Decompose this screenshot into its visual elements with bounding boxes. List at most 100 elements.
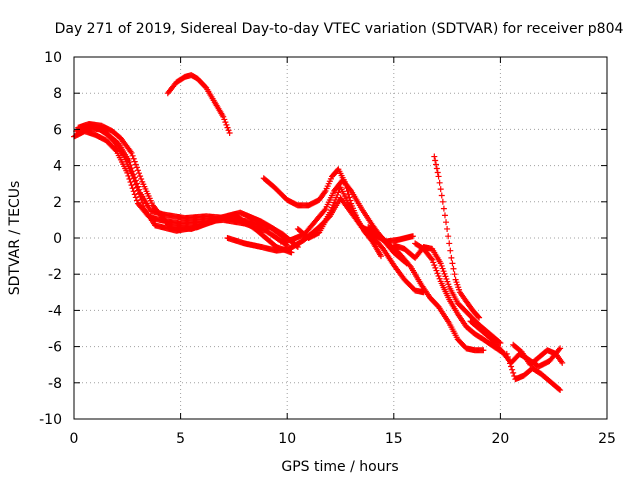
data-marker xyxy=(131,158,138,165)
data-marker xyxy=(449,260,456,267)
data-marker xyxy=(431,262,438,269)
series-arc-15 xyxy=(503,350,564,394)
y-axis-ticks: -10 -8 -6 -4 -2 0 2 4 6 8 10 xyxy=(39,50,607,428)
data-marker xyxy=(432,264,439,271)
data-marker xyxy=(434,270,441,277)
series-arc-16 xyxy=(510,341,566,368)
data-marker xyxy=(129,185,136,192)
data-marker xyxy=(435,273,442,280)
data-marker xyxy=(137,173,144,180)
data-marker xyxy=(497,339,504,346)
y-tick-label: 10 xyxy=(44,50,62,66)
data-marker xyxy=(504,354,511,361)
data-marker xyxy=(556,386,563,393)
y-tick-label: 0 xyxy=(53,231,62,247)
data-marker xyxy=(128,149,135,156)
data-marker xyxy=(446,240,453,247)
y-tick-label: 8 xyxy=(53,86,62,102)
data-marker xyxy=(132,194,139,201)
y-tick-label: -10 xyxy=(39,412,62,428)
data-marker xyxy=(138,196,145,203)
data-marker xyxy=(476,314,483,321)
data-marker xyxy=(130,155,137,162)
data-marker xyxy=(441,270,448,277)
data-marker xyxy=(445,233,452,240)
data-marker xyxy=(556,346,563,353)
data-marker xyxy=(124,169,131,176)
data-marker xyxy=(131,178,138,185)
data-marker xyxy=(506,360,513,367)
data-marker xyxy=(433,267,440,274)
x-tick-label: 20 xyxy=(491,431,509,447)
data-marker xyxy=(445,281,452,288)
data-marker xyxy=(503,350,510,357)
data-marker xyxy=(220,113,227,120)
data-marker xyxy=(226,130,233,137)
y-tick-label: -8 xyxy=(48,376,62,392)
data-marker xyxy=(441,212,448,219)
data-marker xyxy=(130,188,137,195)
data-marker xyxy=(133,164,140,171)
data-marker xyxy=(443,276,450,283)
y-axis-label: SDTVAR / TECUs xyxy=(7,181,23,296)
x-tick-label: 0 xyxy=(70,431,79,447)
data-marker xyxy=(138,175,145,182)
data-marker xyxy=(133,197,140,204)
data-marker xyxy=(444,225,451,232)
data-marker xyxy=(438,192,445,199)
x-axis-label: GPS time / hours xyxy=(281,459,398,475)
data-marker xyxy=(557,345,564,352)
series-arc-4 xyxy=(77,122,301,251)
data-marker xyxy=(140,202,147,209)
data-marker xyxy=(444,278,451,285)
data-marker xyxy=(128,182,135,189)
y-tick-label: -4 xyxy=(48,303,62,319)
data-marker xyxy=(129,152,136,159)
data-marker xyxy=(130,175,137,182)
data-marker xyxy=(133,184,140,191)
data-marker xyxy=(509,366,516,373)
data-marker xyxy=(435,173,442,180)
data-marker xyxy=(434,169,441,176)
data-marker xyxy=(139,199,146,206)
data-marker xyxy=(480,347,487,354)
data-marker xyxy=(321,207,328,214)
data-marker xyxy=(223,121,230,128)
series-arc-13 xyxy=(431,153,483,321)
data-marker xyxy=(508,363,515,370)
data-marker xyxy=(433,165,440,172)
data-marker xyxy=(440,268,447,275)
data-marker xyxy=(221,116,228,123)
series-arc-10 xyxy=(365,224,487,354)
data-marker xyxy=(132,161,139,168)
data-marker xyxy=(134,167,141,174)
data-marker xyxy=(131,191,138,198)
x-tick-label: 15 xyxy=(385,431,403,447)
data-marker xyxy=(224,124,231,131)
data-marker xyxy=(437,186,444,193)
data-marker xyxy=(321,189,328,196)
data-marker xyxy=(451,271,458,278)
data-marker xyxy=(439,265,446,272)
data-marker xyxy=(437,260,444,267)
data-marker xyxy=(347,186,354,193)
data-marker xyxy=(438,262,445,269)
data-marker xyxy=(439,198,446,205)
chart-title: Day 271 of 2019, Sidereal Day-to-day VTE… xyxy=(55,21,624,37)
data-marker xyxy=(429,256,436,263)
data-marker xyxy=(136,190,143,197)
data-marker xyxy=(428,255,435,262)
data-marker xyxy=(126,175,133,182)
data-marker xyxy=(136,170,143,177)
data-marker xyxy=(450,265,457,272)
data-marker xyxy=(557,387,564,394)
series-arc-5 xyxy=(164,72,233,137)
series-arc-9 xyxy=(294,184,427,296)
y-tick-label: 4 xyxy=(53,159,62,175)
x-tick-label: 25 xyxy=(598,431,616,447)
data-marker xyxy=(448,254,455,261)
data-marker xyxy=(406,262,413,269)
data-marker xyxy=(475,313,482,320)
data-marker xyxy=(496,339,503,346)
data-marker xyxy=(443,219,450,226)
